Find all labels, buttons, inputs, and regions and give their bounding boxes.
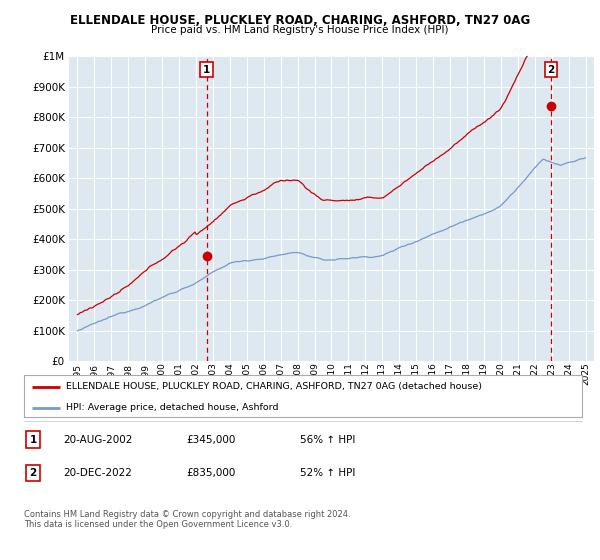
Text: 20-AUG-2002: 20-AUG-2002 [63, 435, 133, 445]
Text: 1: 1 [203, 65, 211, 74]
Text: Price paid vs. HM Land Registry's House Price Index (HPI): Price paid vs. HM Land Registry's House … [151, 25, 449, 35]
Text: 20-DEC-2022: 20-DEC-2022 [63, 468, 132, 478]
Text: 52% ↑ HPI: 52% ↑ HPI [300, 468, 355, 478]
Text: 56% ↑ HPI: 56% ↑ HPI [300, 435, 355, 445]
Text: £345,000: £345,000 [186, 435, 235, 445]
Text: 2: 2 [547, 65, 554, 74]
Text: ELLENDALE HOUSE, PLUCKLEY ROAD, CHARING, ASHFORD, TN27 0AG: ELLENDALE HOUSE, PLUCKLEY ROAD, CHARING,… [70, 14, 530, 27]
Text: HPI: Average price, detached house, Ashford: HPI: Average price, detached house, Ashf… [66, 403, 278, 413]
Text: Contains HM Land Registry data © Crown copyright and database right 2024.
This d: Contains HM Land Registry data © Crown c… [24, 510, 350, 529]
Text: 2: 2 [29, 468, 37, 478]
Text: ELLENDALE HOUSE, PLUCKLEY ROAD, CHARING, ASHFORD, TN27 0AG (detached house): ELLENDALE HOUSE, PLUCKLEY ROAD, CHARING,… [66, 382, 482, 391]
Text: 1: 1 [29, 435, 37, 445]
Text: £835,000: £835,000 [186, 468, 235, 478]
